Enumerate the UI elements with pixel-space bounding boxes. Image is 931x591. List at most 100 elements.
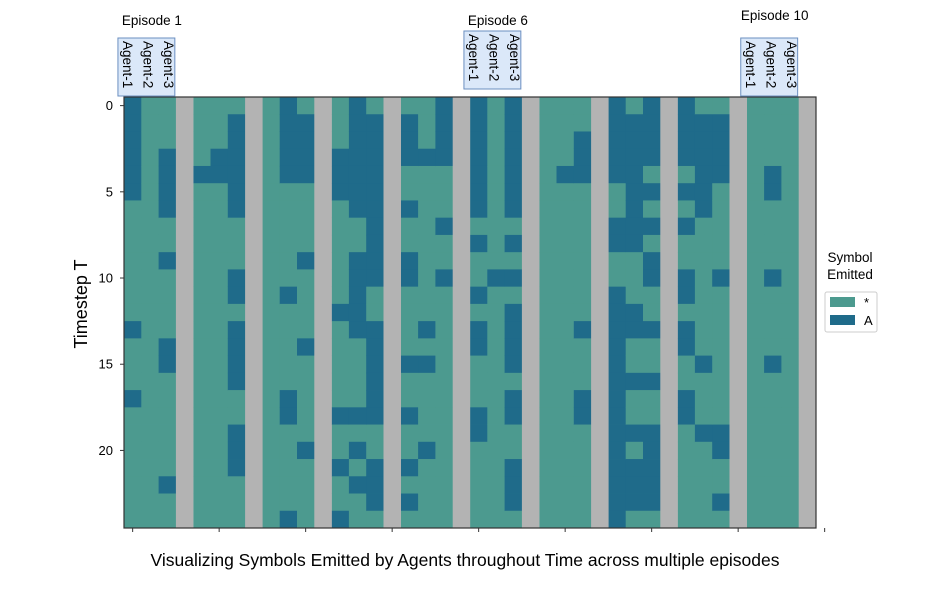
heatmap-cell xyxy=(124,286,142,305)
heatmap-cell xyxy=(158,217,177,236)
heatmap-cell xyxy=(297,510,315,529)
heatmap-cell xyxy=(470,459,488,477)
heatmap-cell xyxy=(764,97,782,115)
heatmap-cell xyxy=(643,407,661,425)
heatmap-cell xyxy=(193,131,211,150)
heatmap-cell xyxy=(297,355,315,374)
heatmap-cell xyxy=(366,441,384,460)
heatmap-cell xyxy=(694,97,713,115)
heatmap-cell xyxy=(193,338,211,356)
heatmap-cell xyxy=(210,355,229,374)
heatmap-cell xyxy=(677,510,696,529)
heatmap-cell xyxy=(331,338,350,356)
heatmap-cell xyxy=(158,252,177,270)
heatmap-cell xyxy=(279,321,298,339)
heatmap-cell xyxy=(331,510,350,529)
agent-label-boxes: Agent-1 Agent-2 Agent-3 Agent-1 Agent-2 Agent… xyxy=(117,30,799,97)
heatmap-cell xyxy=(539,407,557,425)
heatmap-cell xyxy=(227,234,246,253)
heatmap-cell xyxy=(141,510,159,529)
heatmap-cell xyxy=(366,252,384,270)
heatmap-cell xyxy=(712,165,730,184)
heatmap-cell xyxy=(625,234,644,253)
heatmap-cell xyxy=(124,355,142,374)
heatmap-cell xyxy=(331,165,350,184)
heatmap-cell xyxy=(781,217,800,236)
heatmap-cell xyxy=(625,424,644,443)
heatmap-cell xyxy=(781,234,800,253)
heatmap-cell xyxy=(297,114,315,132)
heatmap-cell xyxy=(487,165,505,184)
heatmap-cell xyxy=(781,131,800,150)
heatmap-cell xyxy=(279,114,298,132)
heatmap-cell xyxy=(608,114,627,132)
episode-separator xyxy=(314,97,332,528)
heatmap-cell xyxy=(297,183,315,201)
heatmap-cell xyxy=(141,459,159,477)
heatmap-cell xyxy=(158,148,177,167)
heatmap-cell xyxy=(297,441,315,460)
heatmap-cell xyxy=(764,372,782,391)
agent-label: Agent-1 xyxy=(743,41,758,88)
heatmap-cell xyxy=(712,286,730,305)
heatmap-cell xyxy=(781,476,800,494)
heatmap-cell xyxy=(764,476,782,494)
heatmap-cell xyxy=(227,114,246,132)
heatmap-cell xyxy=(556,476,575,494)
heatmap-cell xyxy=(124,252,142,270)
heatmap-cell xyxy=(124,217,142,236)
heatmap-cell xyxy=(279,183,298,201)
heatmap-cell xyxy=(435,217,454,236)
heatmap-cell xyxy=(781,148,800,167)
heatmap-cell xyxy=(625,476,644,494)
heatmap-cell xyxy=(643,493,661,512)
heatmap-cell xyxy=(504,355,523,374)
heatmap-cell xyxy=(643,200,661,219)
heatmap-cell xyxy=(141,217,159,236)
heatmap-cell xyxy=(539,372,557,391)
heatmap-cell xyxy=(677,355,696,374)
heatmap-cell xyxy=(331,234,350,253)
heatmap-cell xyxy=(608,459,627,477)
heatmap-cell xyxy=(124,493,142,512)
heatmap-cell xyxy=(348,407,367,425)
heatmap-cell xyxy=(487,269,505,288)
heatmap-cell xyxy=(573,165,592,184)
heatmap-cell xyxy=(677,372,696,391)
heatmap-cell xyxy=(400,441,419,460)
heatmap-cell xyxy=(141,200,159,219)
heatmap-cell xyxy=(608,424,627,443)
heatmap-cell xyxy=(487,148,505,167)
heatmap-cell xyxy=(297,269,315,288)
heatmap-cell xyxy=(573,217,592,236)
heatmap-cell xyxy=(262,234,281,253)
heatmap-cell xyxy=(643,165,661,184)
heatmap-cell xyxy=(297,286,315,305)
heatmap-cell xyxy=(643,234,661,253)
heatmap-cell xyxy=(418,200,436,219)
heatmap-cell xyxy=(608,217,627,236)
heatmap-cell xyxy=(124,510,142,529)
heatmap-cell xyxy=(712,234,730,253)
episode-separator xyxy=(660,97,678,528)
heatmap-cell xyxy=(573,131,592,150)
heatmap-cell xyxy=(712,148,730,167)
heatmap-cell xyxy=(677,131,696,150)
heatmap-cell xyxy=(694,459,713,477)
heatmap-cell xyxy=(764,234,782,253)
heatmap-cell xyxy=(470,183,488,201)
heatmap-cell xyxy=(694,131,713,150)
heatmap-cell xyxy=(539,97,557,115)
heatmap-cell xyxy=(124,338,142,356)
heatmap-cell xyxy=(556,97,575,115)
heatmap-cell xyxy=(625,303,644,322)
heatmap-cell xyxy=(366,510,384,529)
heatmap-cell xyxy=(487,355,505,374)
heatmap-cell xyxy=(400,476,419,494)
heatmap-cell xyxy=(418,234,436,253)
heatmap-cell xyxy=(331,424,350,443)
heatmap-cell xyxy=(625,441,644,460)
heatmap-cell xyxy=(262,200,281,219)
heatmap-cell xyxy=(435,286,454,305)
heatmap-cell xyxy=(712,510,730,529)
